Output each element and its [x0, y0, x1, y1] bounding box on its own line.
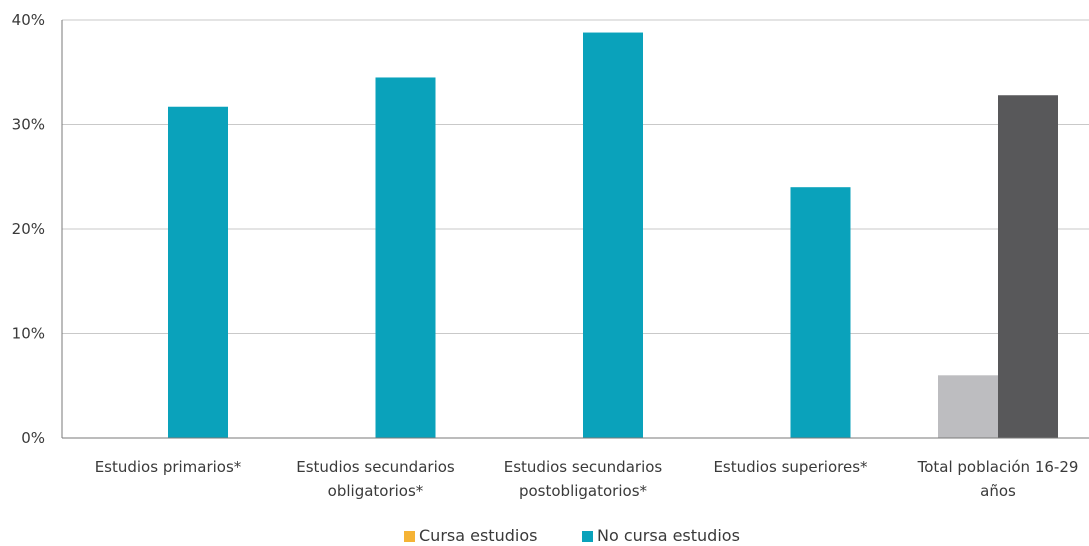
bar-no-cursa — [583, 32, 643, 438]
y-axis-ticks: 0% 10% 20% 30% 40% — [12, 11, 45, 447]
legend-label: No cursa estudios — [597, 526, 740, 545]
legend: Cursa estudios No cursa estudios — [404, 526, 740, 545]
gridlines — [62, 19, 1089, 334]
category-label-line2: postobligatorios* — [519, 482, 648, 500]
y-tick-label: 0% — [21, 429, 45, 447]
bar-cursa — [938, 375, 998, 438]
category-label: Total población 16-29 — [917, 458, 1079, 476]
bar-no-cursa — [790, 187, 851, 438]
bar-no-cursa — [998, 95, 1058, 439]
bar-no-cursa — [375, 77, 436, 438]
legend-swatch — [404, 531, 415, 542]
y-tick-label: 30% — [12, 116, 45, 134]
bar-no-cursa — [168, 106, 228, 439]
bars — [168, 32, 1058, 439]
y-tick-label: 10% — [12, 325, 45, 343]
y-tick-label: 20% — [12, 220, 45, 238]
y-tick-label: 40% — [12, 11, 45, 29]
category-label-line2: años — [980, 482, 1016, 500]
legend-item: No cursa estudios — [582, 526, 740, 545]
legend-label: Cursa estudios — [419, 526, 537, 545]
category-label-line2: obligatorios* — [328, 482, 424, 500]
category-label: Estudios primarios* — [95, 458, 242, 476]
category-label: Estudios secundarios — [504, 458, 663, 476]
category-labels: Estudios primarios* Estudios secundarios o… — [95, 458, 1079, 500]
legend-item: Cursa estudios — [404, 526, 537, 545]
category-label: Estudios secundarios — [296, 458, 455, 476]
category-label: Estudios superiores* — [713, 458, 868, 476]
legend-swatch — [582, 531, 593, 542]
